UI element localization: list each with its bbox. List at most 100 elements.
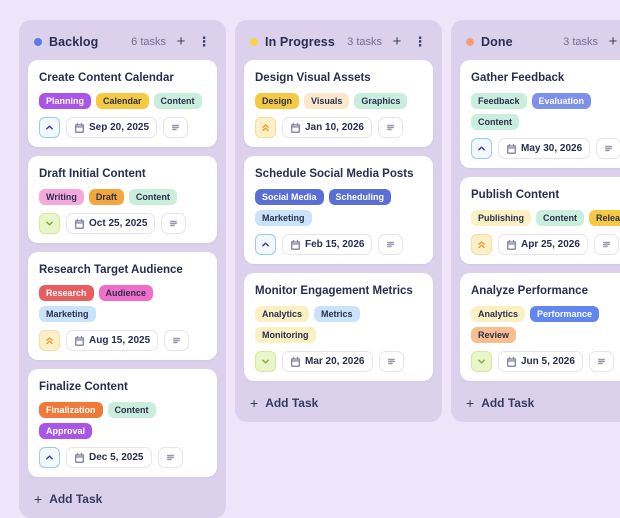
notes-icon xyxy=(171,335,182,346)
task-card[interactable]: Monitor Engagement Metrics Analytics Metri… xyxy=(244,273,433,381)
column-title: Backlog xyxy=(49,35,99,49)
add-card-button[interactable]: + xyxy=(392,33,402,50)
due-date-chip[interactable]: Aug 15, 2025 xyxy=(66,330,159,351)
due-date-chip[interactable]: Mar 20, 2026 xyxy=(282,351,373,372)
tag-list: Writing Draft Content xyxy=(39,189,206,205)
priority-button[interactable] xyxy=(255,234,276,255)
task-meta: Apr 25, 2026 xyxy=(471,234,620,255)
task-card[interactable]: Analyze Performance Analytics Performance R… xyxy=(460,273,620,381)
column-header: Backlog 6 tasks + ⋮ xyxy=(28,28,217,60)
notes-button[interactable] xyxy=(161,213,187,234)
task-title: Monitor Engagement Metrics xyxy=(255,285,413,297)
priority-button[interactable] xyxy=(39,330,60,351)
due-date-text: Jan 10, 2026 xyxy=(305,122,364,133)
due-date-chip[interactable]: Oct 25, 2025 xyxy=(66,213,156,234)
due-date-chip[interactable]: Sep 20, 2025 xyxy=(66,117,158,138)
priority-button[interactable] xyxy=(471,138,492,159)
task-card[interactable]: Publish Content Publishing Content Release A… xyxy=(460,177,620,264)
tag-list: Publishing Content Release xyxy=(471,210,620,226)
task-meta: Aug 15, 2025 xyxy=(39,330,206,351)
column-title: Done xyxy=(481,35,513,49)
chevron-up-icon xyxy=(260,239,271,250)
column-header: In Progress 3 tasks + ⋮ xyxy=(244,28,433,60)
due-date-chip[interactable]: May 30, 2026 xyxy=(498,138,591,159)
tag-list: Feedback Evaluation Content xyxy=(471,93,620,130)
notes-button[interactable] xyxy=(157,447,183,468)
notes-button[interactable] xyxy=(378,234,404,255)
calendar-icon xyxy=(290,239,301,250)
priority-button[interactable] xyxy=(255,351,276,372)
priority-button[interactable] xyxy=(471,351,492,372)
plus-icon: + xyxy=(34,491,43,507)
add-task-button[interactable]: + Add Task xyxy=(460,390,620,414)
calendar-icon xyxy=(74,452,85,463)
tag: Planning xyxy=(39,93,91,109)
task-title: Draft Initial Content xyxy=(39,168,146,180)
notes-icon xyxy=(165,452,176,463)
priority-button[interactable] xyxy=(39,447,60,468)
due-date-text: Dec 5, 2025 xyxy=(89,452,144,463)
calendar-icon xyxy=(74,335,85,346)
notes-icon xyxy=(168,218,179,229)
priority-button[interactable] xyxy=(255,117,276,138)
notes-button[interactable] xyxy=(593,234,619,255)
due-date-chip[interactable]: Jan 10, 2026 xyxy=(282,117,372,138)
due-date-text: Mar 20, 2026 xyxy=(305,356,365,367)
add-card-button[interactable]: + xyxy=(176,33,186,50)
tag-list: Finalization Content Approval xyxy=(39,402,206,439)
task-count: 6 tasks xyxy=(131,36,166,48)
task-card[interactable]: Gather Feedback Feedback Evaluation Content… xyxy=(460,60,620,168)
tag: Content xyxy=(536,210,584,226)
task-meta: Jan 10, 2026 xyxy=(255,117,422,138)
add-task-label: Add Task xyxy=(49,492,103,506)
task-card[interactable]: Draft Initial Content Writing Draft Content… xyxy=(28,156,217,243)
column-color-dot xyxy=(34,38,42,46)
calendar-icon xyxy=(290,122,301,133)
notes-icon xyxy=(601,239,612,250)
add-task-button[interactable]: + Add Task xyxy=(28,486,217,510)
task-card[interactable]: Schedule Social Media Posts Social Media S… xyxy=(244,156,433,264)
chevron-up-icon xyxy=(44,122,55,133)
add-card-button[interactable]: + xyxy=(608,33,618,50)
due-date-text: Jun 5, 2026 xyxy=(521,356,575,367)
notes-icon xyxy=(385,122,396,133)
notes-button[interactable] xyxy=(164,330,190,351)
chevron-down-icon xyxy=(44,218,55,229)
column-backlog: Backlog 6 tasks + ⋮ Create Content Calendar P… xyxy=(19,20,226,518)
task-card[interactable]: Research Target Audience Research Audience… xyxy=(28,252,217,360)
priority-button[interactable] xyxy=(471,234,492,255)
add-task-label: Add Task xyxy=(481,396,535,410)
column-menu-icon[interactable]: ⋮ xyxy=(197,34,211,49)
notes-button[interactable] xyxy=(377,117,403,138)
notes-button[interactable] xyxy=(596,138,620,159)
priority-button[interactable] xyxy=(39,213,60,234)
task-card[interactable]: Finalize Content Finalization Content Appro… xyxy=(28,369,217,477)
task-count: 3 tasks xyxy=(563,36,598,48)
notes-button[interactable] xyxy=(163,117,189,138)
task-title: Finalize Content xyxy=(39,381,128,393)
tag-list: Planning Calendar Content xyxy=(39,93,206,109)
add-task-button[interactable]: + Add Task xyxy=(244,390,433,414)
due-date-chip[interactable]: Apr 25, 2026 xyxy=(498,234,588,255)
column-menu-icon[interactable]: ⋮ xyxy=(413,34,427,49)
priority-button[interactable] xyxy=(39,117,60,138)
tag: Content xyxy=(128,189,177,205)
task-card[interactable]: Design Visual Assets Design Visuals Graphic… xyxy=(244,60,433,147)
due-date-chip[interactable]: Dec 5, 2025 xyxy=(66,447,152,468)
chevron-down-icon xyxy=(476,356,487,367)
plus-icon: + xyxy=(250,395,259,411)
notes-icon xyxy=(170,122,181,133)
tag: Approval xyxy=(39,423,93,439)
due-date-chip[interactable]: Feb 15, 2026 xyxy=(282,234,373,255)
tag-list: Social Media Scheduling Marketing xyxy=(255,189,422,226)
task-meta: Sep 20, 2025 xyxy=(39,117,206,138)
calendar-icon xyxy=(74,218,85,229)
notes-button[interactable] xyxy=(588,351,614,372)
notes-button[interactable] xyxy=(378,351,404,372)
task-card[interactable]: Create Content Calendar Planning Calendar C… xyxy=(28,60,217,147)
tag: Content xyxy=(153,93,202,109)
calendar-icon xyxy=(74,122,85,133)
due-date-chip[interactable]: Jun 5, 2026 xyxy=(498,351,583,372)
tag: Content xyxy=(107,402,156,418)
